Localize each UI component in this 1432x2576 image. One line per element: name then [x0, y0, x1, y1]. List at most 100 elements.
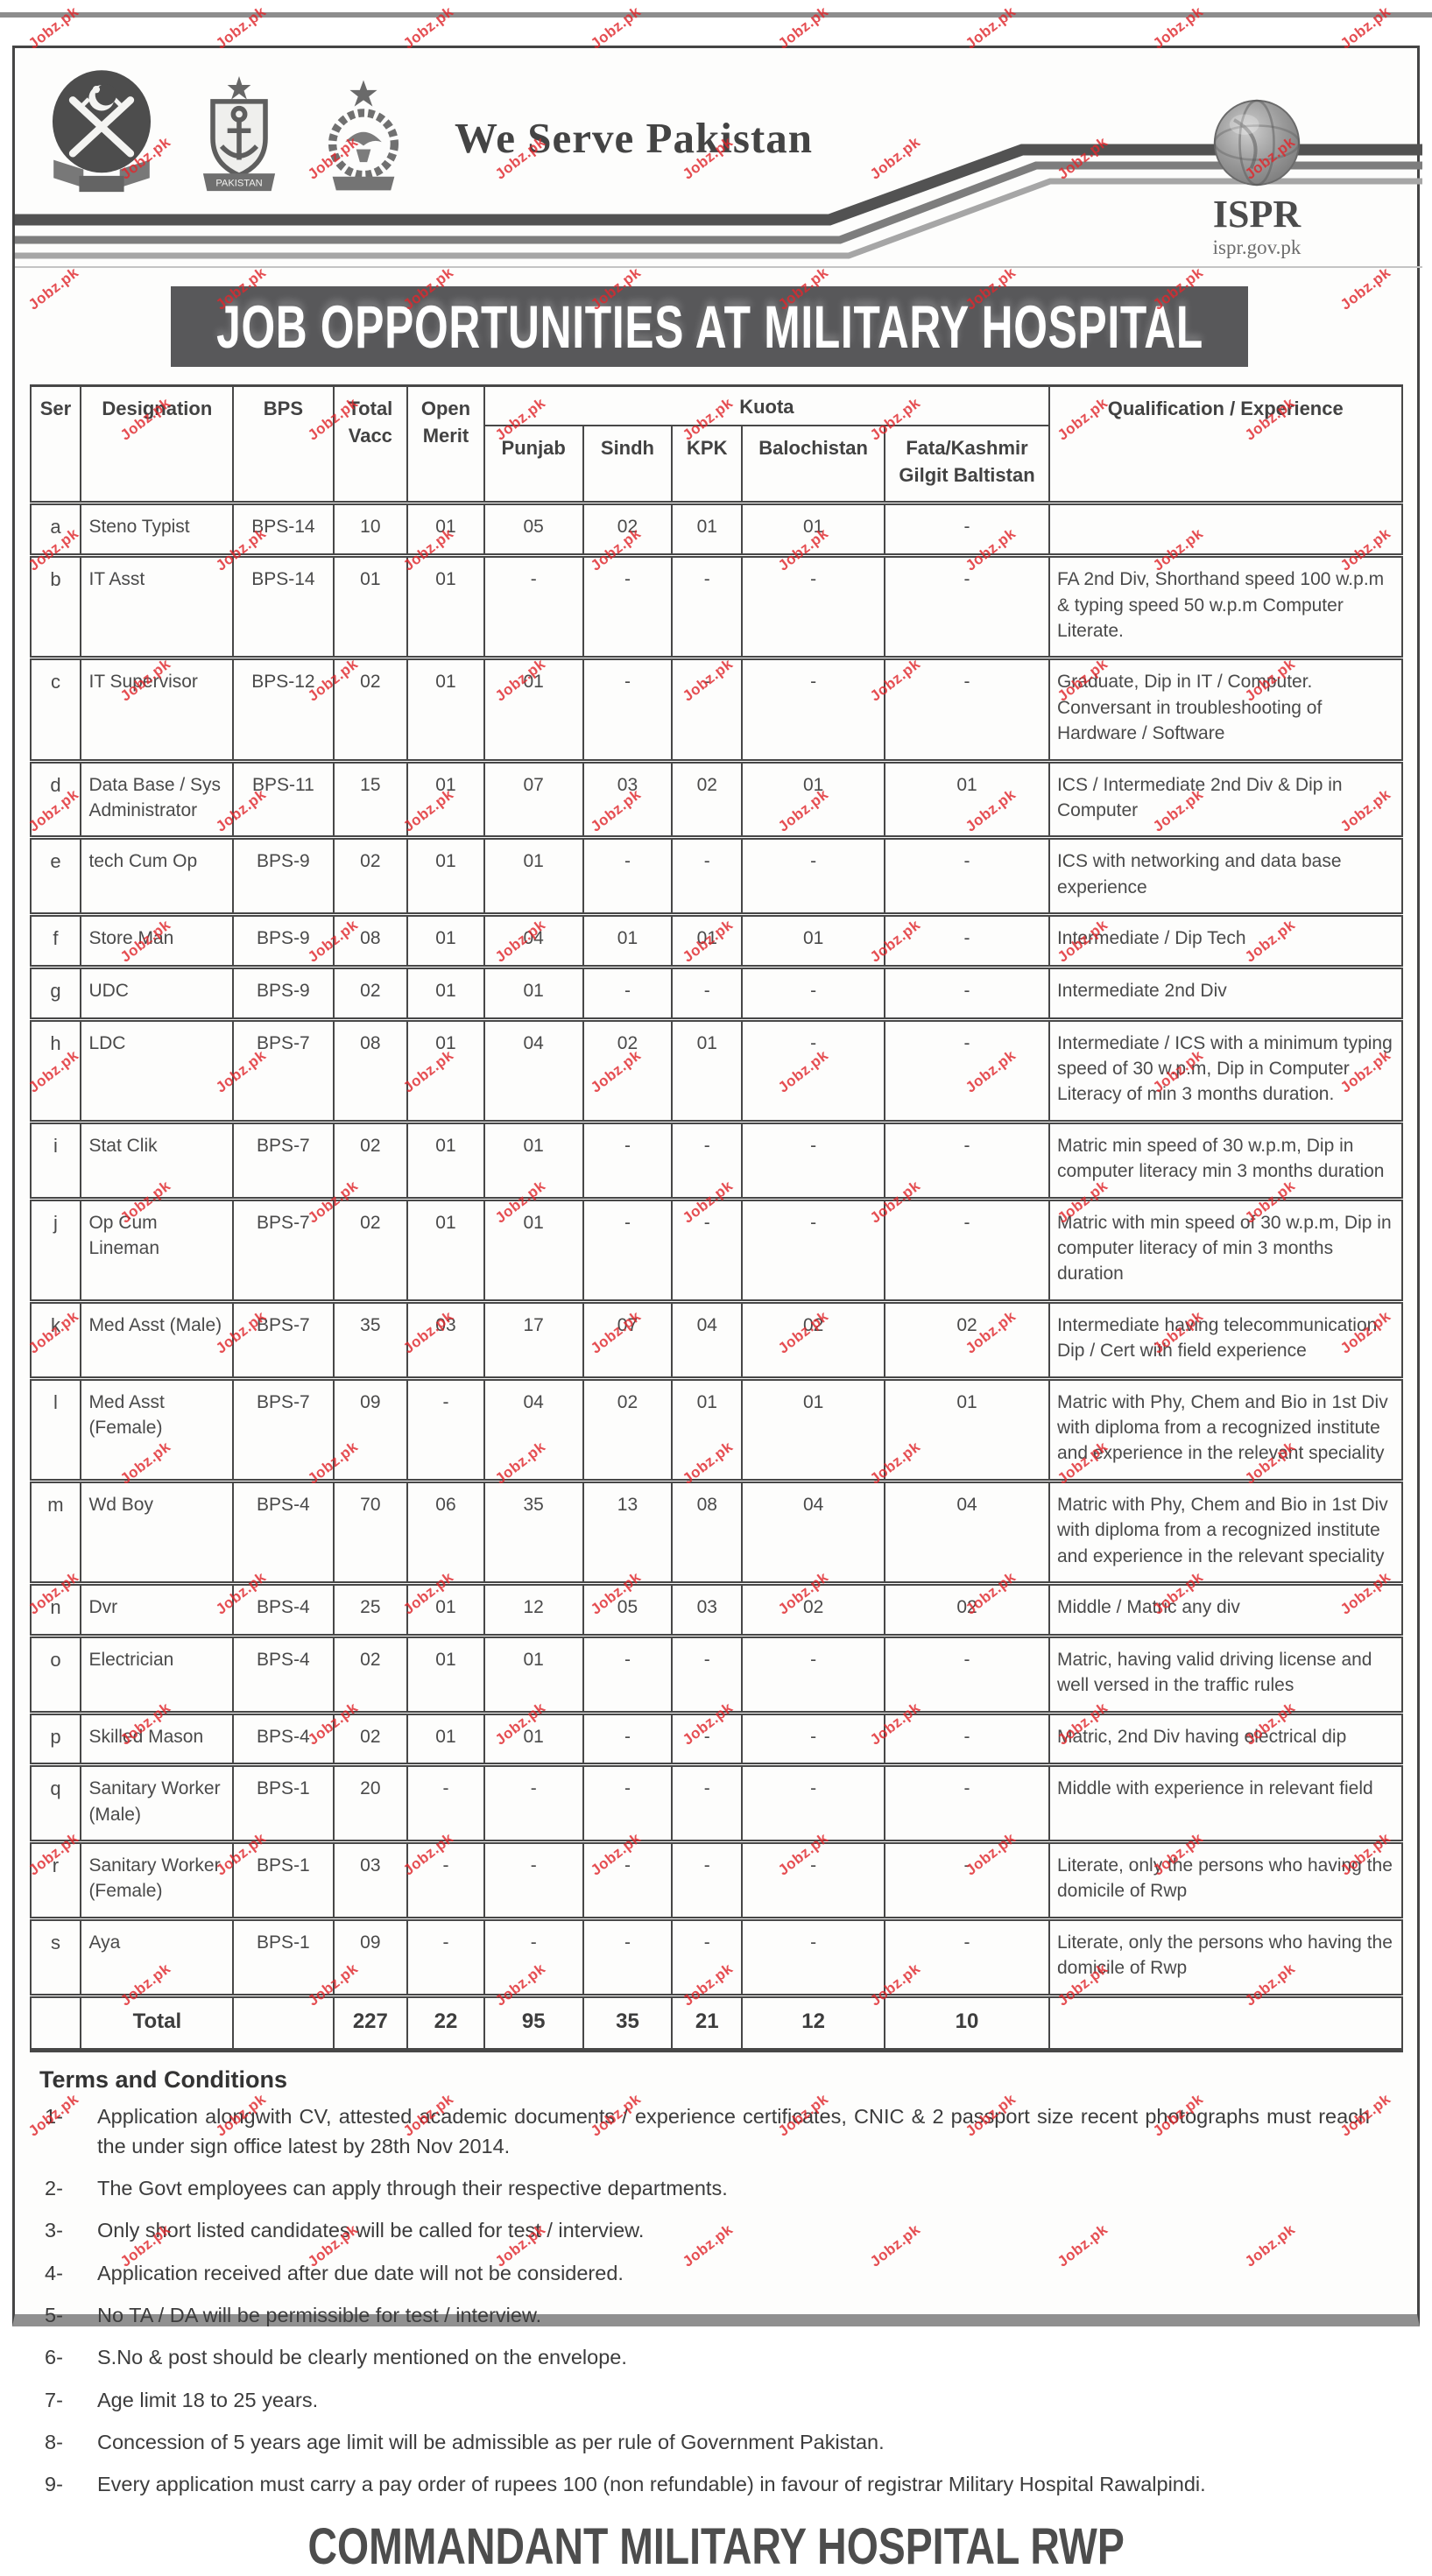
cell-open-merit: 01 [406, 835, 485, 915]
cell-designation: Skilled Mason [80, 1710, 235, 1765]
cell-ser: n [29, 1580, 82, 1636]
col-header-kpk: KPK [671, 424, 744, 503]
cell-balochistan: - [741, 1119, 886, 1200]
cell-designation: Data Base / Sys Administrator [80, 758, 235, 838]
cell-open-merit: 01 [406, 656, 485, 762]
cell-fata: 01 [884, 758, 1050, 838]
cell-kpk: - [671, 964, 744, 1020]
cell-bps: BPS-11 [232, 758, 335, 838]
cell-kpk: - [671, 656, 744, 762]
term-text: No TA / DA will be permissible for test … [97, 2304, 542, 2327]
cell-total-vacc: 02 [332, 656, 409, 762]
cell-kpk: 08 [671, 1478, 744, 1584]
cell-ser: q [29, 1763, 82, 1842]
cell-designation: Stat Clik [80, 1119, 235, 1200]
signature-text: COMMANDANT MILITARY HOSPITAL RWP [307, 2517, 1125, 2575]
cell-bps: BPS-14 [232, 501, 335, 556]
cell-kpk: 04 [671, 1299, 744, 1379]
cell-ser: h [29, 1017, 82, 1123]
cell-ser: k [29, 1299, 82, 1379]
cell-fata: 02 [884, 1299, 1050, 1379]
top-rule [0, 12, 1432, 18]
cell-designation: Sanitary Worker (Male) [80, 1763, 235, 1842]
table-row: k Med Asst (Male) BPS-7 35 03 17 07 04 0… [29, 1299, 1403, 1379]
cell-qualification: Intermediate / Dip Tech [1048, 912, 1403, 968]
cell-punjab: 17 [483, 1299, 584, 1379]
cell-total-vacc: 35 [332, 1299, 409, 1379]
vacancy-table: Ser Designation BPS Total Vacc Open Meri… [29, 384, 1403, 2053]
cell-designation: Store Man [80, 912, 235, 968]
cell-balochistan: - [741, 1017, 886, 1123]
cell-sindh: 07 [582, 1299, 674, 1379]
total-balochistan-value: 12 [741, 1993, 886, 2053]
cell-sindh: 02 [582, 1017, 674, 1123]
cell-sindh: - [582, 1916, 674, 1996]
cell-sindh: - [582, 1763, 674, 1842]
cell-ser: b [29, 553, 82, 658]
cell-qualification: Intermediate 2nd Div [1048, 964, 1403, 1020]
table-row: l Med Asst (Female) BPS-7 09 - 04 02 01 … [29, 1376, 1403, 1482]
cell-total-vacc: 01 [332, 553, 409, 658]
cell-total-vacc: 70 [332, 1478, 409, 1584]
cell-qualification: Intermediate having telecommunication Di… [1048, 1299, 1403, 1379]
cell-open-merit: 06 [406, 1478, 485, 1584]
cell-designation: Op Cum Lineman [80, 1196, 235, 1302]
total-qualification-cell [1048, 1993, 1403, 2053]
cell-balochistan: 02 [741, 1299, 886, 1379]
cell-total-vacc: 25 [332, 1580, 409, 1636]
cell-punjab: 01 [483, 1633, 584, 1714]
cell-bps: BPS-12 [232, 656, 335, 762]
cell-fata: - [884, 1710, 1050, 1765]
cell-ser: j [29, 1196, 82, 1302]
cell-qualification: ICS / Intermediate 2nd Div & Dip in Comp… [1048, 758, 1403, 838]
cell-open-merit: 01 [406, 1017, 485, 1123]
signature-block: COMMANDANT MILITARY HOSPITAL RWP [24, 2517, 1408, 2576]
total-open-merit-value: 22 [406, 1993, 485, 2053]
cell-open-merit: 01 [406, 1580, 485, 1636]
cell-balochistan: - [741, 1196, 886, 1302]
col-header-designation: Designation [80, 385, 235, 503]
cell-qualification: Intermediate / ICS with a minimum typing… [1048, 1017, 1403, 1123]
cell-qualification: Matric with Phy, Chem and Bio in 1st Div… [1048, 1376, 1403, 1482]
col-header-balochistan: Balochistan [741, 424, 886, 503]
table-row: n Dvr BPS-4 25 01 12 05 03 02 02 Middle … [29, 1580, 1403, 1636]
cell-total-vacc: 02 [332, 1119, 409, 1200]
cell-balochistan: - [741, 1916, 886, 1996]
ad-frame: PAKISTAN We Serve Pakistan [12, 46, 1422, 2575]
cell-fata: - [884, 501, 1050, 556]
cell-kpk: - [671, 1916, 744, 1996]
table-row: q Sanitary Worker (Male) BPS-1 20 - - - … [29, 1763, 1403, 1842]
ispr-url: ispr.gov.pk [1212, 236, 1301, 259]
cell-punjab: - [483, 1763, 584, 1842]
total-bps-cell [232, 1993, 335, 2053]
cell-designation: Sanitary Worker (Female) [80, 1840, 235, 1919]
cell-qualification: Matric with min speed of 30 w.p.m, Dip i… [1048, 1196, 1403, 1302]
cell-ser: m [29, 1478, 82, 1584]
cell-total-vacc: 02 [332, 1710, 409, 1765]
pakistan-army-emblem-icon [52, 70, 152, 193]
cell-punjab: 04 [483, 1017, 584, 1123]
col-header-fata: Fata/Kashmir Gilgit Baltistan [884, 424, 1050, 503]
cell-ser: o [29, 1633, 82, 1714]
term-item: 3- Only short listed candidates will be … [39, 2216, 1393, 2245]
cell-qualification: Graduate, Dip in IT / Computer. Conversa… [1048, 656, 1403, 762]
cell-open-merit: 01 [406, 964, 485, 1020]
cell-total-vacc: 20 [332, 1763, 409, 1842]
term-number: 2- [45, 2176, 63, 2199]
cell-punjab: 12 [483, 1580, 584, 1636]
total-vacc-value: 227 [332, 1993, 409, 2053]
cell-bps: BPS-9 [232, 835, 335, 915]
cell-bps: BPS-7 [232, 1017, 335, 1123]
cell-qualification: Matric min speed of 30 w.p.m, Dip in com… [1048, 1119, 1403, 1200]
cell-designation: UDC [80, 964, 235, 1020]
cell-punjab: - [483, 1916, 584, 1996]
cell-balochistan: - [741, 964, 886, 1020]
cell-open-merit: 01 [406, 1119, 485, 1200]
table-row: m Wd Boy BPS-4 70 06 35 13 08 04 04 Matr… [29, 1478, 1403, 1584]
terms-section: Terms and Conditions 1- Application alon… [39, 2066, 1393, 2500]
cell-bps: BPS-4 [232, 1710, 335, 1765]
cell-designation: Med Asst (Male) [80, 1299, 235, 1379]
cell-fata: - [884, 1633, 1050, 1714]
cell-balochistan: - [741, 1633, 886, 1714]
terms-heading: Terms and Conditions [39, 2066, 288, 2094]
